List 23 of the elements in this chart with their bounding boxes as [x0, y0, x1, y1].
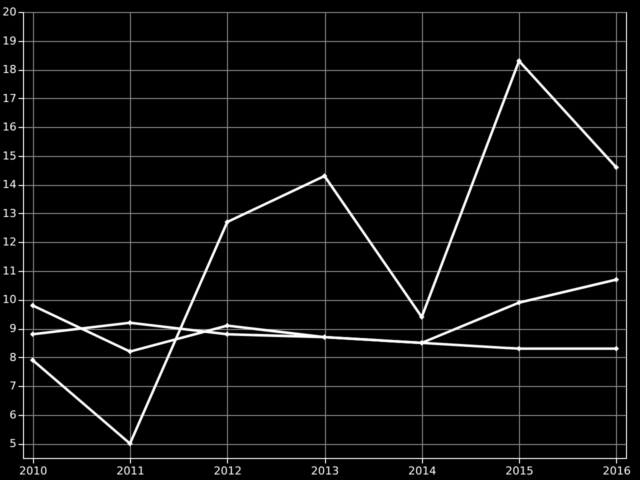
y-tick-label: 16: [2, 120, 16, 134]
x-tick-label: 2012: [214, 464, 242, 478]
x-tick-label: 2015: [506, 464, 534, 478]
y-tick-label: 10: [2, 293, 16, 306]
y-tick-label: 12: [2, 236, 16, 249]
y-tick-label: 5: [10, 437, 16, 450]
y-tick-label: 7: [10, 380, 16, 393]
y-tick-label: 11: [2, 264, 16, 278]
y-tick-label: 6: [10, 408, 16, 422]
y-tick-label: 20: [2, 6, 16, 18]
x-tick-label: 2011: [116, 464, 144, 478]
y-tick-label: 14: [2, 178, 16, 192]
y-tick-label: 18: [2, 63, 16, 76]
y-tick-label: 19: [2, 34, 16, 48]
y-tick-label: 13: [2, 206, 16, 220]
y-tick-label: 15: [2, 149, 16, 162]
x-tick-label: 2016: [602, 464, 631, 478]
y-tick-label: 17: [2, 92, 16, 105]
x-tick-label: 2010: [19, 464, 48, 478]
y-tick-label: 8: [10, 350, 16, 364]
x-tick-label: 2014: [408, 464, 436, 478]
y-tick-label: 9: [10, 322, 16, 336]
x-tick-label: 2013: [311, 464, 339, 478]
